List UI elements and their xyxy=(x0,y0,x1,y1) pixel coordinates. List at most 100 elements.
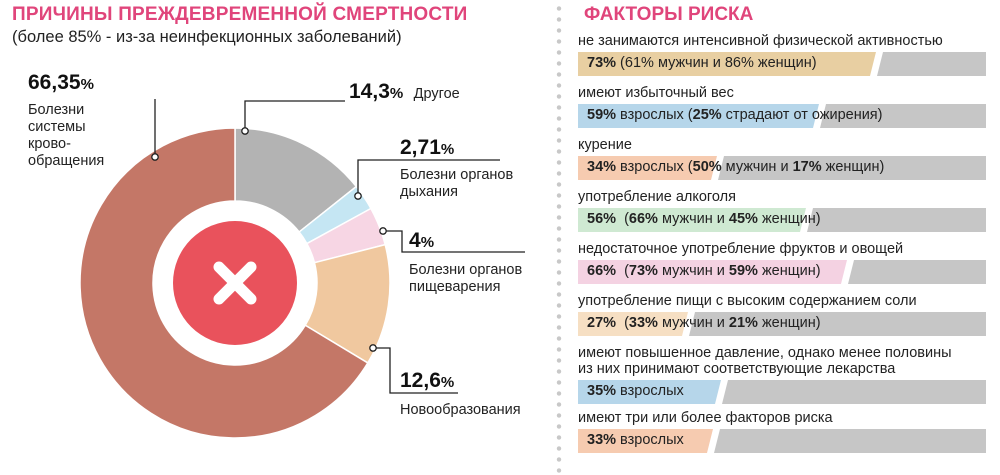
risk-value: 33% xyxy=(628,315,658,331)
risk-value: 50% xyxy=(692,159,722,175)
risk-text: женщин) xyxy=(821,159,885,175)
risk-bar-text: 59% взрослых (25% страдают от ожирения) xyxy=(587,107,883,123)
slice-label-other: 14,3% Другое xyxy=(349,81,460,105)
risk-bar-text: 33% взрослых xyxy=(587,432,684,448)
risk-item-high-salt: употребление пищи с высоким содержанием … xyxy=(578,293,986,336)
risk-text: мужчин и xyxy=(657,211,729,227)
risk-value: 66% xyxy=(628,211,658,227)
risk-text: женщин) xyxy=(757,315,821,331)
risk-bar-fill xyxy=(578,429,713,453)
risk-text: взрослых ( xyxy=(616,107,693,123)
risk-value: 73% xyxy=(587,55,617,71)
risk-bar-text: 27% (33% мужчин и 21% женщин) xyxy=(587,315,821,331)
risk-bar: 59% взрослых (25% страдают от ожирения) xyxy=(578,104,986,128)
risk-text: мужчин и xyxy=(657,315,729,331)
risk-bar: 27% (33% мужчин и 21% женщин) xyxy=(578,312,986,336)
risk-value: 73% xyxy=(628,263,658,279)
dotted-divider xyxy=(550,0,568,475)
risk-text: мужчин и xyxy=(657,263,729,279)
risk-bar-text: 34% взрослых (50% мужчин и 17% женщин) xyxy=(587,159,884,175)
left-subtitle: (более 85% - из-за неинфекционных заболе… xyxy=(12,28,402,46)
risk-value: 35% xyxy=(587,383,617,399)
slice-label-neoplasms: 12,6% Новообразования xyxy=(400,370,521,419)
risk-label: имеют три или более факторов риска xyxy=(578,410,833,426)
risk-label-line2: из них принимают соответствующие лекарст… xyxy=(578,361,896,377)
risk-item-multiple-factors: имеют три или более факторов риска 33% вз… xyxy=(578,410,986,453)
slice-label-digestive: 4% Болезни органов пищеварения xyxy=(409,230,522,296)
risk-value: 25% xyxy=(692,107,722,123)
risk-value: 34% xyxy=(587,159,617,175)
risk-value: 56% xyxy=(587,211,617,227)
leader-line-respiratory xyxy=(357,159,500,196)
risk-bar: 73% (61% мужчин и 86% женщин) xyxy=(578,52,986,76)
risk-text: взрослых xyxy=(616,383,684,399)
risk-bar-fill xyxy=(578,380,721,404)
risk-text: женщин) xyxy=(757,211,821,227)
risk-bar-text: 56% (66% мужчин и 45% женщин) xyxy=(587,211,821,227)
risk-value: 45% xyxy=(728,211,758,227)
risk-item-smoking: курение 34% взрослых (50% мужчин и 17% же… xyxy=(578,137,986,180)
risk-item-fruit-veg-deficit: недостаточное употребление фруктов и ово… xyxy=(578,241,986,284)
risk-item-physical-inactivity: не занимаются интенсивной физической акт… xyxy=(578,33,986,76)
slice-name-circulatory-line4: обращения xyxy=(28,153,105,169)
slice-value-other: 14,3% xyxy=(349,80,404,103)
risk-bar-fill xyxy=(578,312,689,336)
risk-value: 21% xyxy=(728,315,758,331)
risk-text: ( xyxy=(616,211,629,227)
slice-name-neoplasms: Новообразования xyxy=(400,402,521,418)
leader-line-digestive xyxy=(383,230,525,253)
risk-bar: 56% (66% мужчин и 45% женщин) xyxy=(578,208,986,232)
slice-name-circulatory-line2: системы xyxy=(28,119,86,135)
slice-name-digestive-line2: пищеварения xyxy=(409,279,501,295)
risk-label: употребление пищи с высоким содержанием … xyxy=(578,293,917,309)
risk-label: курение xyxy=(578,137,632,153)
risk-item-high-blood-pressure: имеют повышенное давление, однако менее … xyxy=(578,345,986,404)
risk-text: женщин) xyxy=(757,263,821,279)
leader-dot-respiratory xyxy=(354,192,362,200)
close-icon xyxy=(213,261,257,305)
slice-name-other: Другое xyxy=(413,86,460,102)
risk-bar-fill xyxy=(578,52,876,76)
risk-value: 66% xyxy=(587,263,617,279)
risk-text: мужчин и xyxy=(721,159,793,175)
risk-value: 59% xyxy=(728,263,758,279)
risk-text: ( xyxy=(616,263,629,279)
risk-value: 17% xyxy=(792,159,822,175)
slice-label-respiratory: 2,71% Болезни органов дыхания xyxy=(400,137,513,201)
risk-label: не занимаются интенсивной физической акт… xyxy=(578,33,943,49)
leader-line-neoplasms xyxy=(373,347,458,394)
risk-bar: 33% взрослых xyxy=(578,429,986,453)
risk-value: 33% xyxy=(587,432,617,448)
leader-dot-other xyxy=(241,127,249,135)
risk-label: недостаточное употребление фруктов и ово… xyxy=(578,241,904,257)
risk-bar-fill xyxy=(578,104,819,128)
slice-name-respiratory-line2: дыхания xyxy=(400,184,458,200)
slice-value-respiratory: 2,71% xyxy=(400,136,455,159)
slice-label-circulatory: 66,35% Болезни системы крово- обращения xyxy=(28,72,104,170)
risk-item-overweight: имеют избыточный вес 59% взрослых (25% ст… xyxy=(578,85,986,128)
slice-value-circulatory: 66,35% xyxy=(28,71,94,94)
risk-item-alcohol: употребление алкоголя 56% (66% мужчин и 4… xyxy=(578,189,986,232)
risk-bar-fill xyxy=(578,156,717,180)
risk-bar: 35% взрослых xyxy=(578,380,986,404)
leader-dot-neoplasms xyxy=(369,344,377,352)
left-title: ПРИЧИНЫ ПРЕЖДЕВРЕМЕННОЙ СМЕРТНОСТИ xyxy=(12,4,468,25)
risk-bar-fill xyxy=(578,260,848,284)
risk-bar-text: 73% (61% мужчин и 86% женщин) xyxy=(587,55,817,71)
risk-bar-text: 66% (73% мужчин и 59% женщин) xyxy=(587,263,821,279)
risk-text: (61% мужчин и 86% женщин) xyxy=(616,55,817,71)
slice-name-digestive-line1: Болезни органов xyxy=(409,262,523,278)
risk-text: страдают от ожирения) xyxy=(721,107,883,123)
slice-name-respiratory-line1: Болезни органов xyxy=(400,167,514,183)
risk-bar: 34% взрослых (50% мужчин и 17% женщин) xyxy=(578,156,986,180)
risk-bar: 66% (73% мужчин и 59% женщин) xyxy=(578,260,986,284)
risk-value: 27% xyxy=(587,315,617,331)
slice-name-circulatory-line1: Болезни xyxy=(28,102,85,118)
risk-text: ( xyxy=(616,315,629,331)
risk-text: взрослых xyxy=(616,432,684,448)
leader-line-other xyxy=(244,100,345,131)
risk-factors-title: ФАКТОРЫ РИСКА xyxy=(584,4,754,25)
risk-bar-text: 35% взрослых xyxy=(587,383,684,399)
leader-dot-digestive xyxy=(379,227,387,235)
risk-bar-fill xyxy=(578,208,807,232)
